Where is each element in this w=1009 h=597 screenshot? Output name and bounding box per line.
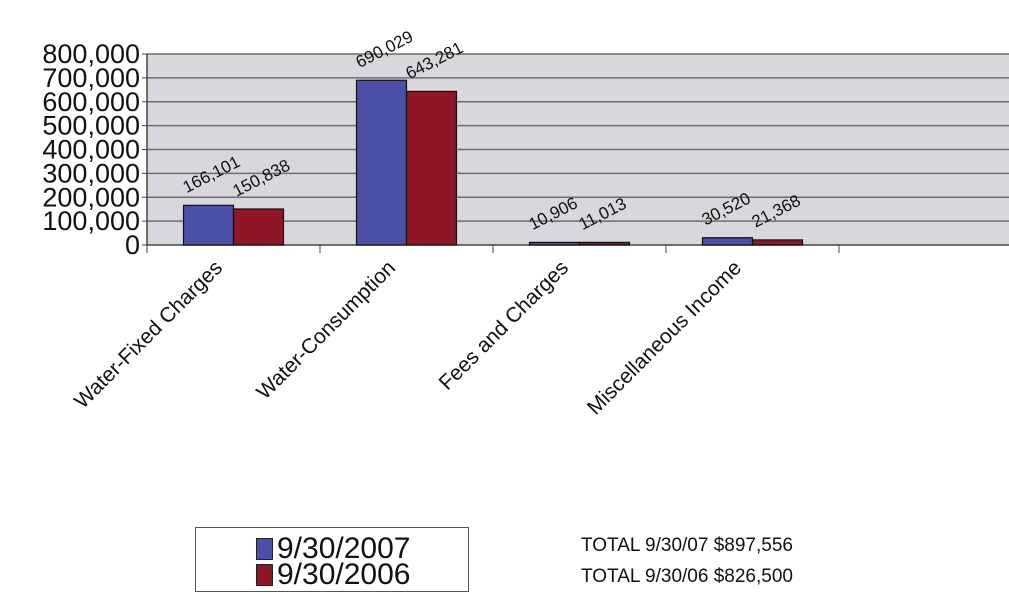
- legend-entry-2007: 9/30/2007: [256, 532, 468, 565]
- x-tick-label: Miscellaneous Income: [583, 256, 746, 419]
- y-tick-label: 400,000: [42, 135, 140, 165]
- x-tick-label: Fees and Charges: [435, 256, 573, 394]
- y-tick-label: 500,000: [42, 111, 140, 141]
- legend-swatch-2007: [256, 538, 273, 560]
- bar: [578, 241, 631, 246]
- x-tick-label: Water-Consumption: [252, 256, 400, 404]
- bar: [528, 241, 581, 246]
- total-2006: TOTAL 9/30/06 $826,500: [581, 566, 793, 587]
- y-tick-label: 300,000: [42, 158, 140, 188]
- totals-block: TOTAL 9/30/07 $897,556 TOTAL 9/30/06 $82…: [581, 530, 793, 592]
- y-tick-label: 200,000: [42, 182, 140, 212]
- y-tick-label: 800,000: [42, 39, 140, 69]
- y-tick-label: 600,000: [42, 87, 140, 117]
- bar: [405, 90, 458, 246]
- legend-swatch-2006: [256, 564, 273, 586]
- legend-label-2006: 9/30/2006: [277, 558, 411, 591]
- legend-label-2007: 9/30/2007: [277, 532, 411, 565]
- bar: [751, 239, 804, 246]
- bar: [232, 208, 285, 246]
- bar: [701, 237, 754, 246]
- y-tick-label: 0: [125, 230, 140, 260]
- legend-entry-2006: 9/30/2006: [256, 558, 468, 591]
- bar-chart: 0100,000200,000300,000400,000500,000600,…: [42, 27, 1009, 419]
- y-tick-label: 100,000: [42, 206, 140, 236]
- total-2007: TOTAL 9/30/07 $897,556: [581, 535, 793, 556]
- bar: [182, 204, 235, 246]
- x-tick-label: Water-Fixed Charges: [70, 256, 227, 413]
- bar: [355, 79, 408, 246]
- y-tick-label: 700,000: [42, 63, 140, 93]
- chart-legend: 9/30/2007 9/30/2006: [195, 527, 469, 592]
